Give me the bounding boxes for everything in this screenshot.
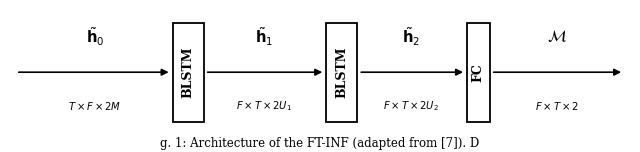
Text: BLSTM: BLSTM bbox=[335, 47, 348, 98]
Text: g. 1: Architecture of the FT-INF (adapted from [7]). D: g. 1: Architecture of the FT-INF (adapte… bbox=[161, 137, 479, 150]
Text: FC: FC bbox=[472, 63, 485, 82]
Text: $\mathcal{M}$: $\mathcal{M}$ bbox=[547, 28, 567, 45]
Text: $F \times T \times 2$: $F \times T \times 2$ bbox=[535, 100, 579, 112]
Text: $\tilde{\mathbf{h}}_1$: $\tilde{\mathbf{h}}_1$ bbox=[255, 25, 273, 48]
Bar bbox=[326, 23, 357, 122]
Text: $T \times F \times 2M$: $T \times F \times 2M$ bbox=[68, 100, 122, 112]
Text: $F \times T \times 2U_2$: $F \times T \times 2U_2$ bbox=[383, 100, 439, 113]
Bar bbox=[173, 23, 204, 122]
Text: $F \times T \times 2U_1$: $F \times T \times 2U_1$ bbox=[236, 100, 292, 113]
Text: $\tilde{\mathbf{h}}_2$: $\tilde{\mathbf{h}}_2$ bbox=[402, 25, 420, 48]
Bar bbox=[467, 23, 490, 122]
Text: BLSTM: BLSTM bbox=[182, 47, 195, 98]
Text: $\tilde{\mathbf{h}}_0$: $\tilde{\mathbf{h}}_0$ bbox=[86, 25, 104, 48]
